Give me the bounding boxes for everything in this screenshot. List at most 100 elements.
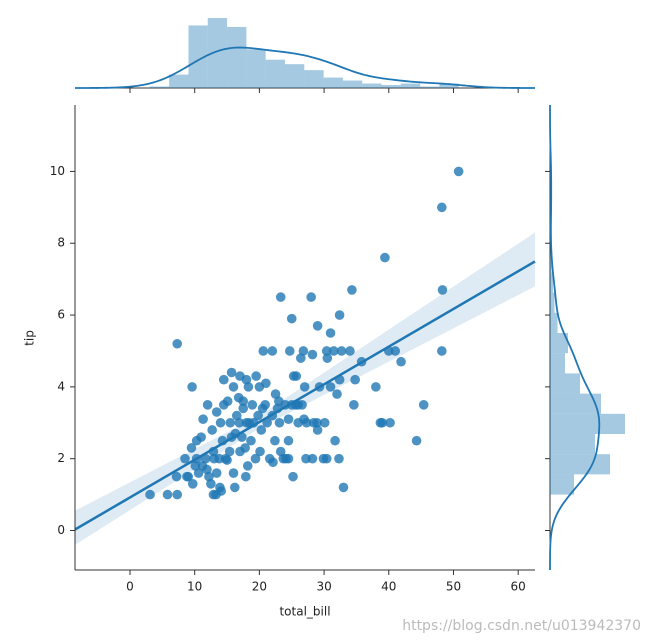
x-hist-bar <box>149 86 170 88</box>
scatter-point <box>172 489 183 500</box>
scatter-point <box>243 382 254 392</box>
y-hist-bar <box>550 333 568 354</box>
y-hist-bar <box>550 292 555 313</box>
y-hist-bar <box>550 434 595 455</box>
scatter-point <box>247 400 258 410</box>
x-hist-bar <box>207 18 228 88</box>
scatter-point <box>267 346 278 356</box>
scatter-point <box>411 435 422 446</box>
scatter-point <box>235 371 245 381</box>
x-hist-bar <box>227 26 247 88</box>
scatter-point <box>349 400 359 410</box>
scatter-point <box>162 489 173 500</box>
x-hist-bar <box>381 85 401 88</box>
y-hist-bar <box>550 272 553 293</box>
scatter-point <box>284 346 295 356</box>
scatter-point <box>228 382 239 392</box>
scatter-point <box>172 338 183 349</box>
scatter-point <box>171 471 182 482</box>
scatter-point <box>312 425 323 435</box>
scatter-point <box>396 356 406 367</box>
y-hist-bar <box>550 353 565 374</box>
x-hist-bar <box>323 77 343 88</box>
scatter-point <box>183 471 194 482</box>
scatter-point <box>198 414 208 424</box>
x-hist-bar <box>420 86 440 88</box>
x-tick-label: 10 <box>187 580 202 594</box>
x-hist-bar <box>188 25 208 88</box>
scatter-point <box>268 457 278 468</box>
scatter-point <box>251 371 261 381</box>
scatter-point <box>298 346 309 356</box>
scatter-point <box>240 443 250 453</box>
y-hist-bar <box>550 373 580 394</box>
scatter-point <box>312 321 323 331</box>
scatter-point <box>437 285 448 295</box>
scatter-point <box>390 346 401 356</box>
scatter-point <box>312 417 322 428</box>
scatter-point <box>211 407 222 417</box>
y-tick-label: 10 <box>50 164 65 178</box>
scatter-point <box>345 346 355 356</box>
scatter-point <box>187 382 197 392</box>
x-hist-bar <box>169 74 189 88</box>
x-hist-bar <box>285 64 305 88</box>
scatter-point <box>321 453 332 464</box>
y-tick-label: 2 <box>57 451 65 465</box>
scatter-point <box>208 489 219 500</box>
x-hist-bar <box>246 49 266 88</box>
scatter-point <box>274 417 285 428</box>
scatter-point <box>347 285 357 295</box>
scatter-point <box>283 414 294 424</box>
x-tick-label: 50 <box>446 580 461 594</box>
scatter-point <box>225 417 236 428</box>
scatter-point <box>180 453 190 464</box>
x-tick-label: 40 <box>381 580 396 594</box>
scatter-point <box>283 453 294 464</box>
scatter-point <box>190 461 201 471</box>
scatter-point <box>253 410 263 421</box>
scatter-point <box>332 389 342 399</box>
x-tick-label: 20 <box>252 580 267 594</box>
x-hist-bar <box>439 83 459 88</box>
scatter-point <box>322 353 333 363</box>
scatter-point <box>228 468 239 478</box>
scatter-point <box>226 367 237 378</box>
scatter-point <box>242 461 253 471</box>
y-axis-label: tip <box>23 330 37 346</box>
scatter-point <box>319 417 330 428</box>
y-tick-label: 6 <box>57 308 65 322</box>
scatter-point <box>325 328 336 338</box>
scatter-point <box>191 435 202 446</box>
y-kde <box>549 104 601 571</box>
scatter-point <box>270 435 280 446</box>
scatter-point <box>334 310 345 320</box>
scatter-point <box>306 292 316 302</box>
scatter-point <box>202 464 212 475</box>
scatter-point <box>375 417 386 428</box>
y-hist-bar <box>550 454 610 475</box>
scatter-point <box>211 468 222 478</box>
scatter-point <box>330 435 340 446</box>
scatter-point <box>202 400 213 410</box>
scatter-point <box>325 382 336 392</box>
y-hist-bar <box>550 393 601 414</box>
x-hist-bar <box>304 70 324 88</box>
scatter-point <box>246 435 256 446</box>
y-hist-bar <box>550 413 625 435</box>
y-tick-label: 8 <box>57 236 65 250</box>
scatter-point <box>219 374 229 385</box>
scatter-point <box>301 417 312 428</box>
scatter-point <box>418 400 429 410</box>
scatter-point <box>206 479 216 489</box>
x-tick-label: 0 <box>126 580 134 594</box>
scatter-point <box>299 382 310 392</box>
scatter-point <box>241 471 251 482</box>
scatter-point <box>187 479 198 489</box>
scatter-point <box>437 202 447 213</box>
scatter-point <box>328 346 339 356</box>
y-hist-bar <box>550 312 558 334</box>
x-tick-label: 60 <box>511 580 526 594</box>
scatter-point <box>234 417 245 428</box>
